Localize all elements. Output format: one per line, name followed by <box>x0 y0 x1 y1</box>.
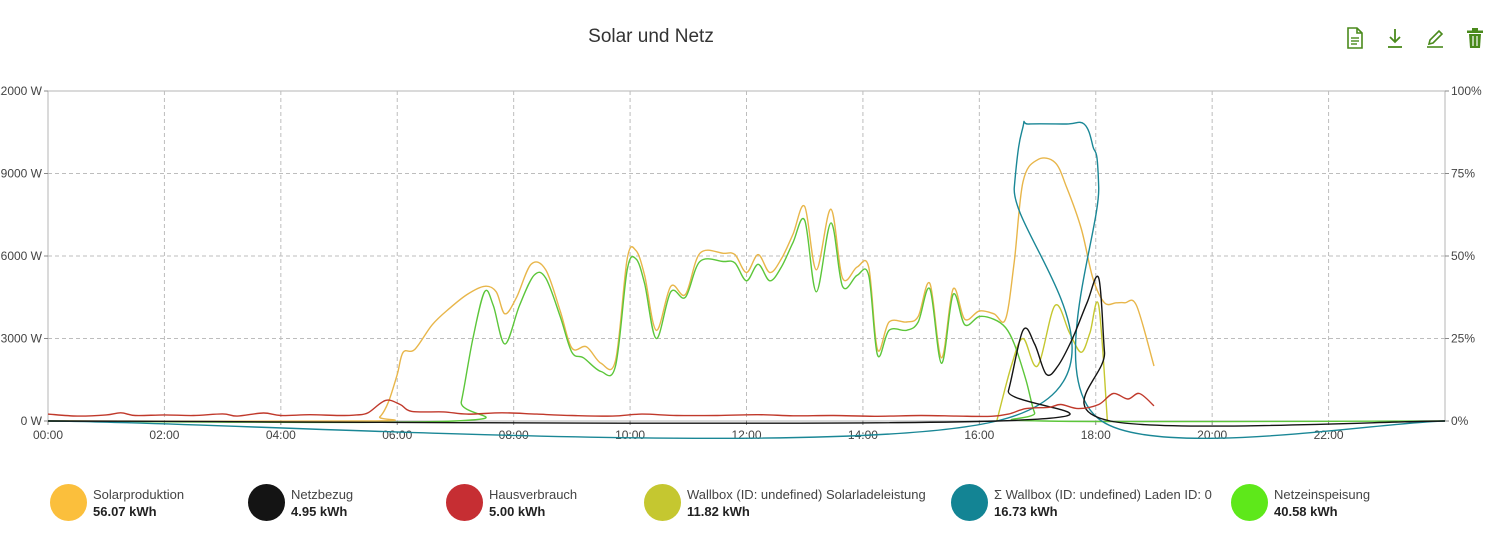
download-icon <box>1388 29 1402 48</box>
download-button[interactable] <box>1384 26 1406 50</box>
y-tick-label-left: 6000 W <box>1 249 43 263</box>
legend-color-dot <box>50 484 87 521</box>
legend-series-value: 5.00 kWh <box>489 503 546 519</box>
legend-series-value: 16.73 kWh <box>994 503 1058 519</box>
y-tick-label-right: 0% <box>1451 414 1469 428</box>
edit-button[interactable] <box>1424 26 1446 50</box>
x-tick-label: 06:00 <box>382 428 412 442</box>
chart-legend: Solarproduktion 56.07 kWh Netzbezug 4.95 kW… <box>50 484 1490 534</box>
series-line-solarproduktion <box>47 157 1155 423</box>
legend-text: Netzbezug 4.95 kWh <box>291 486 353 520</box>
legend-series-name: Hausverbrauch <box>489 486 578 502</box>
legend-text: Solarproduktion 56.07 kWh <box>93 486 184 520</box>
x-tick-label: 20:00 <box>1197 428 1227 442</box>
legend-color-dot <box>951 484 988 521</box>
x-tick-label: 10:00 <box>615 428 645 442</box>
legend-series-name: Netzbezug <box>291 486 354 502</box>
legend-series-value: 11.82 kWh <box>687 503 750 519</box>
legend-series-value: 56.07 kWh <box>93 503 157 519</box>
y-tick-label-right: 100% <box>1451 84 1482 98</box>
y-tick-label-right: 50% <box>1451 249 1475 263</box>
y-tick-label-right: 75% <box>1451 167 1475 181</box>
legend-color-dot <box>1231 484 1268 521</box>
delete-button[interactable] <box>1464 26 1486 50</box>
line-chart: 0 W 0% 3000 W 25% 6000 W 50% 9000 W 75% 12000 W 1… <box>0 84 1482 442</box>
legend-series-value: 4.95 kWh <box>291 503 348 519</box>
legend-text: Netzeinspeisung 40.58 kWh <box>1274 486 1370 520</box>
legend-item[interactable]: Hausverbrauch 5.00 kWh <box>446 484 577 521</box>
x-tick-label: 00:00 <box>33 428 63 442</box>
csv-export-button[interactable] <box>1344 26 1366 50</box>
pencil-icon <box>1427 29 1444 48</box>
y-tick-label-left: 9000 W <box>1 167 43 181</box>
legend-color-dot <box>446 484 483 521</box>
legend-item[interactable]: Netzeinspeisung 40.58 kWh <box>1231 484 1370 521</box>
x-tick-label: 18:00 <box>1081 428 1111 442</box>
legend-text: Hausverbrauch 5.00 kWh <box>489 486 577 520</box>
y-tick-label-left: 0 W <box>21 414 43 428</box>
x-tick-label: 04:00 <box>266 428 296 442</box>
x-tick-label: 02:00 <box>149 428 179 442</box>
legend-color-dot <box>644 484 681 521</box>
legend-item[interactable]: Wallbox (ID: undefined) Solarladeleistun… <box>644 484 926 521</box>
series-line-netzbezug <box>47 275 1446 427</box>
series-line-hausverbrauch <box>47 392 1155 418</box>
series-line-wallbox-id-undefined-solarladeleistung <box>996 301 1109 422</box>
legend-text: Wallbox (ID: undefined) Solarladeleistun… <box>687 486 926 520</box>
chart-toolbar <box>1344 26 1486 50</box>
legend-item[interactable]: Σ Wallbox (ID: undefined) Laden ID: 0 16.… <box>951 484 1212 521</box>
document-icon <box>1347 27 1363 49</box>
legend-series-name: Solarproduktion <box>93 486 185 502</box>
legend-item[interactable]: Netzbezug 4.95 kWh <box>248 484 353 521</box>
legend-series-value: 40.58 kWh <box>1274 503 1338 519</box>
legend-color-dot <box>248 484 285 521</box>
x-tick-label: 12:00 <box>731 428 761 442</box>
legend-item[interactable]: Solarproduktion 56.07 kWh <box>50 484 184 521</box>
y-tick-label-left: 3000 W <box>1 332 43 346</box>
legend-series-name: Σ Wallbox (ID: undefined) Laden ID: 0 <box>994 486 1212 502</box>
y-tick-label-right: 25% <box>1451 332 1475 346</box>
legend-text: Σ Wallbox (ID: undefined) Laden ID: 0 16.… <box>994 486 1212 520</box>
chart-title: Solar und Netz <box>588 26 714 47</box>
legend-series-name: Netzeinspeisung <box>1274 486 1371 502</box>
trash-icon <box>1467 28 1483 48</box>
legend-series-name: Wallbox (ID: undefined) Solarladeleistun… <box>687 486 926 502</box>
y-tick-label-left: 12000 W <box>0 84 43 98</box>
series-line-wallbox-id-undefined-laden-id-0 <box>47 120 1446 440</box>
series-line-netzeinspeisung <box>47 217 1446 424</box>
x-tick-label: 16:00 <box>964 428 994 442</box>
